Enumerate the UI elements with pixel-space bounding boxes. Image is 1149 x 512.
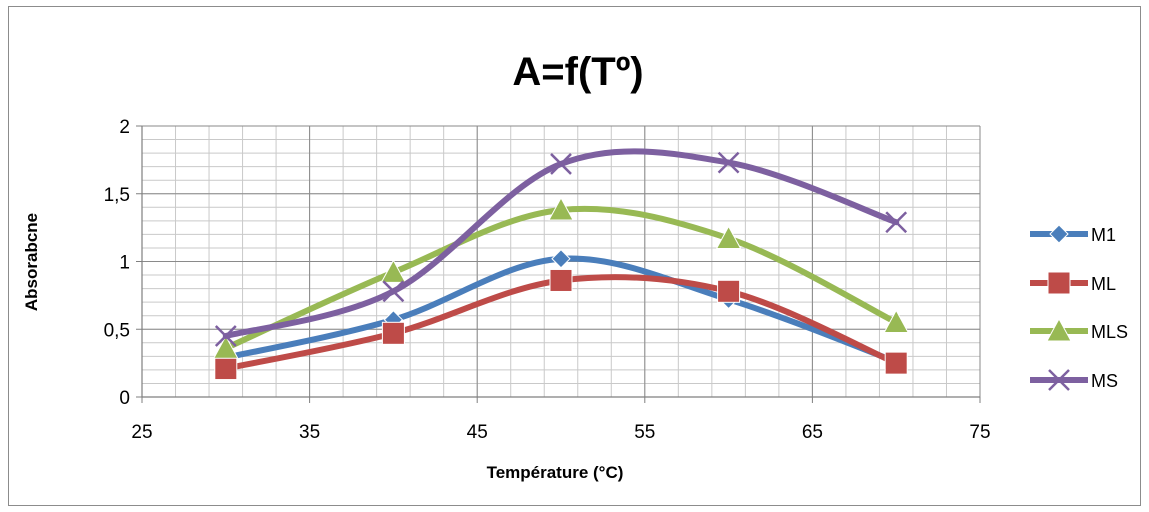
x-tick-label: 25 [131, 422, 152, 443]
data-point-ml [549, 268, 573, 292]
legend-label-ms: MS [1091, 371, 1118, 391]
legend-label-ml: ML [1091, 274, 1116, 294]
chart-title: A=f(Tº) [512, 50, 643, 94]
legend: M1 ML MLS MS [1030, 224, 1128, 391]
data-point-mls [883, 309, 910, 333]
marker-stroke [382, 280, 405, 303]
x-axis-label: Température (°C) [487, 463, 624, 482]
legend-marker-m1 [1049, 224, 1069, 244]
series-ml [214, 268, 908, 381]
marker-stroke [885, 211, 908, 234]
data-point-ml [381, 321, 405, 345]
legend-marker-mls [1046, 317, 1072, 342]
data-point-mls [212, 335, 239, 359]
legend-item-ml: ML [1030, 271, 1116, 295]
legend-marker-ms [1048, 369, 1070, 391]
series-mls [212, 196, 910, 359]
marker-stroke [1048, 369, 1070, 391]
data-point-ms [550, 153, 572, 175]
marker-stroke [717, 151, 740, 174]
marker-stroke [214, 325, 237, 347]
data-point-ms [717, 151, 740, 174]
legend-label-mls: MLS [1091, 322, 1128, 342]
legend-item-mls: MLS [1030, 317, 1128, 342]
x-tick-label: 45 [467, 422, 488, 443]
legend-label-m1: M1 [1091, 225, 1116, 245]
data-point-ms [214, 325, 237, 347]
y-tick-label: 1 [119, 253, 130, 274]
legend-marker-ml [1047, 271, 1071, 295]
data-point-ml [884, 351, 908, 375]
series-group [212, 148, 910, 381]
axes [136, 125, 981, 403]
data-point-ml [214, 357, 238, 381]
data-point-ms [382, 280, 405, 303]
y-axis-label: Absorabcne [22, 213, 41, 311]
data-point-ms [885, 211, 908, 234]
series-line-ms [222, 148, 900, 340]
data-point-ml [717, 279, 741, 303]
y-tick-label: 2 [119, 117, 130, 138]
x-tick-label: 35 [299, 422, 320, 443]
data-point-mls [380, 259, 407, 283]
y-tick-label: 1,5 [104, 185, 130, 206]
legend-item-m1: M1 [1030, 224, 1116, 245]
x-tick-label: 55 [634, 422, 655, 443]
x-tick-label: 65 [802, 422, 823, 443]
marker-stroke [550, 153, 572, 175]
x-tick-label: 75 [969, 422, 990, 443]
data-point-mls [548, 196, 574, 221]
tick-labels: 25 35 45 55 65 75 0 0,5 1 1,5 2 [104, 117, 991, 443]
y-tick-label: 0,5 [104, 320, 130, 341]
legend-item-ms: MS [1030, 369, 1118, 391]
y-tick-label: 0 [119, 388, 130, 409]
data-point-m1 [551, 249, 571, 269]
data-point-mls [715, 225, 742, 249]
series-ms [214, 148, 908, 347]
